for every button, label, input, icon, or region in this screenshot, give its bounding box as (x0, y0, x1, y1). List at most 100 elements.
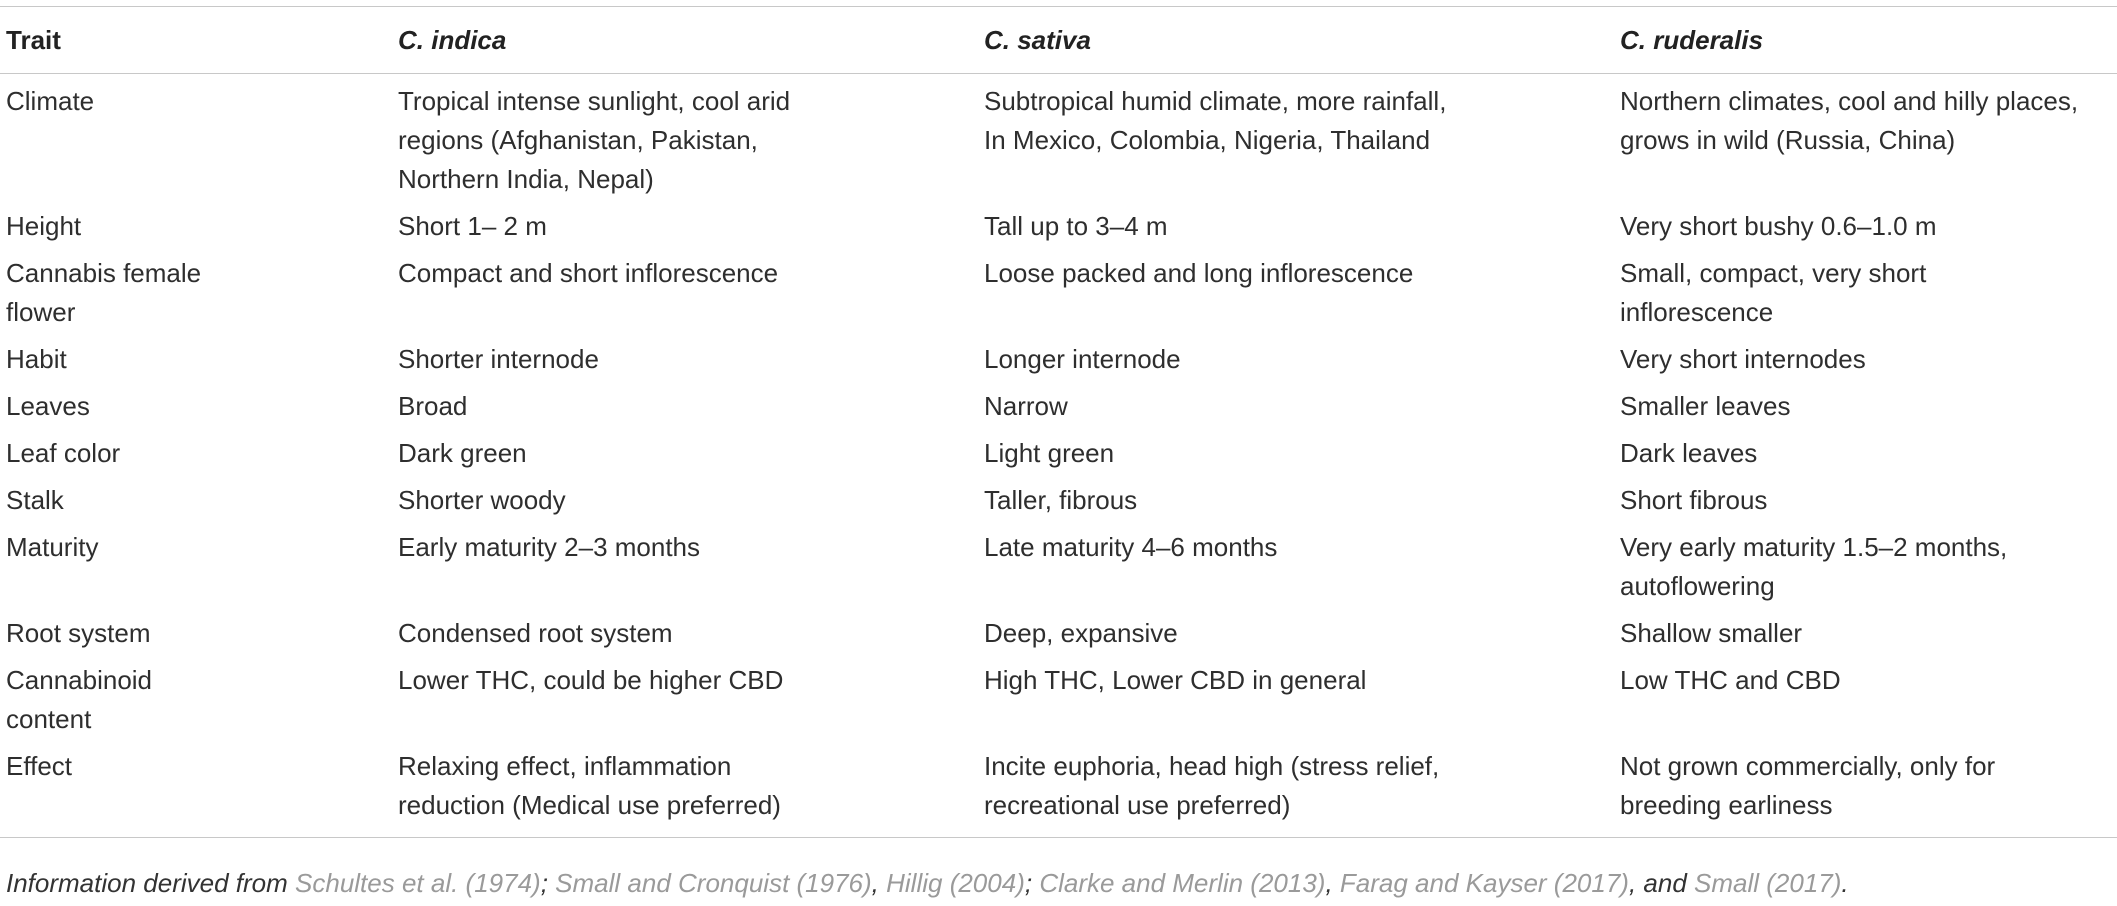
footnote-separator: , (871, 868, 887, 898)
cell-sativa: Loose packed and long inflorescence (978, 250, 1614, 336)
cell-line: Longer internode (984, 344, 1181, 374)
header-ruderalis: C. ruderalis (1620, 24, 1764, 55)
cell-sativa: Light green (978, 430, 1614, 477)
cell-line: Leaves (6, 391, 90, 421)
table-row: Climate Tropical intense sunlight, cool a… (0, 74, 2117, 204)
cell-indica: Compact and short inflorescence (392, 250, 978, 336)
cell-sativa: Incite euphoria, head high (stress relie… (978, 743, 1614, 838)
footnote-separator: ; (540, 868, 556, 898)
table-row: Habit Shorter internode Longer internode Ve… (0, 336, 2117, 383)
cell-line: content (6, 704, 92, 734)
cell-trait: Leaf color (0, 430, 392, 477)
cell-indica: Shorter woody (392, 477, 978, 524)
header-sativa: C. sativa (984, 24, 1091, 55)
cell-line: Narrow (984, 391, 1068, 421)
table-row: Height Short 1– 2 m Tall up to 3–4 m Very s… (0, 203, 2117, 250)
footnote-reference-link[interactable]: Small and Cronquist (1976) (555, 868, 872, 898)
cell-line: autoflowering (1620, 571, 1775, 601)
cell-trait: Height (0, 203, 392, 250)
header-trait: Trait (6, 24, 61, 55)
cell-line: Northern climates, cool and hilly places… (1620, 86, 2079, 116)
cell-line: Low THC and CBD (1620, 665, 1841, 695)
cell-line: Effect (6, 751, 73, 781)
cell-trait: Leaves (0, 383, 392, 430)
table-row: Cannabinoid content Lower THC, could be hi… (0, 657, 2117, 743)
cell-indica: Condensed root system (392, 610, 978, 657)
cell-ruderalis: Very early maturity 1.5–2 months, autoflo… (1614, 524, 2117, 610)
footnote-reference-link[interactable]: Farag and Kayser (2017) (1339, 868, 1629, 898)
cell-trait: Climate (0, 74, 392, 204)
cell-line: Very short bushy 0.6–1.0 m (1620, 211, 1937, 241)
cell-line: recreational use preferred) (984, 790, 1291, 820)
cell-line: Short fibrous (1620, 485, 1768, 515)
cell-line: Stalk (6, 485, 64, 515)
cell-line: Very early maturity 1.5–2 months, (1620, 532, 2008, 562)
cell-trait: Root system (0, 610, 392, 657)
footnote-separator: ; (1024, 868, 1040, 898)
cell-line: Loose packed and long inflorescence (984, 258, 1414, 288)
cell-line: Tall up to 3–4 m (984, 211, 1168, 241)
cell-sativa: Narrow (978, 383, 1614, 430)
cell-indica: Shorter internode (392, 336, 978, 383)
cell-sativa: Late maturity 4–6 months (978, 524, 1614, 610)
cell-line: Very short internodes (1620, 344, 1866, 374)
cell-ruderalis: Smaller leaves (1614, 383, 2117, 430)
cell-trait: Habit (0, 336, 392, 383)
table-row: Maturity Early maturity 2–3 months Late ma… (0, 524, 2117, 610)
table-row: Leaves Broad Narrow Smaller leaves (0, 383, 2117, 430)
cell-trait: Cannabis female flower (0, 250, 392, 336)
table-footnote: Information derived from Schultes et al.… (6, 868, 1849, 899)
cell-ruderalis: Low THC and CBD (1614, 657, 2117, 743)
cell-indica: Short 1– 2 m (392, 203, 978, 250)
cell-line: grows in wild (Russia, China) (1620, 125, 1956, 155)
cell-line: Leaf color (6, 438, 121, 468)
cell-line: Dark green (398, 438, 527, 468)
footnote-prefix: Information derived from (6, 868, 296, 898)
cell-line: Broad (398, 391, 468, 421)
cell-indica: Dark green (392, 430, 978, 477)
cell-line: Compact and short inflorescence (398, 258, 779, 288)
cell-line: Incite euphoria, head high (stress relie… (984, 751, 1440, 781)
footnote-separator: , (1325, 868, 1340, 898)
footnote-separator: , and (1628, 868, 1695, 898)
trait-comparison-table: Trait C. indica C. sativa C. ruderalis C… (0, 6, 2117, 838)
cell-ruderalis: Very short internodes (1614, 336, 2117, 383)
cell-sativa: Tall up to 3–4 m (978, 203, 1614, 250)
header-indica: C. indica (398, 24, 507, 55)
footnote-separator: . (1841, 868, 1849, 898)
cell-sativa: Subtropical humid climate, more rainfall… (978, 74, 1614, 204)
footnote-reference-link[interactable]: Hillig (2004) (886, 868, 1025, 898)
table-row: Stalk Shorter woody Taller, fibrous Short f… (0, 477, 2117, 524)
cell-line: Dark leaves (1620, 438, 1758, 468)
cell-ruderalis: Not grown commercially, only for breeding… (1614, 743, 2117, 838)
cell-line: Light green (984, 438, 1115, 468)
cell-indica: Lower THC, could be higher CBD (392, 657, 978, 743)
cell-line: Shallow smaller (1620, 618, 1803, 648)
trait-comparison-table-container: Trait C. indica C. sativa C. ruderalis C… (0, 6, 2117, 838)
footnote-reference-link[interactable]: Schultes et al. (1974) (295, 868, 541, 898)
cell-line: Maturity (6, 532, 99, 562)
cell-ruderalis: Very short bushy 0.6–1.0 m (1614, 203, 2117, 250)
cell-line: Northern India, Nepal) (398, 164, 654, 194)
table-row: Root system Condensed root system Deep, ex… (0, 610, 2117, 657)
table-row: Leaf color Dark green Light green Dark leav… (0, 430, 2117, 477)
cell-line: Cannabis female (6, 258, 202, 288)
cell-line: regions (Afghanistan, Pakistan, (398, 125, 758, 155)
cell-sativa: Deep, expansive (978, 610, 1614, 657)
cell-line: Shorter internode (398, 344, 599, 374)
cell-line: Root system (6, 618, 151, 648)
cell-trait: Cannabinoid content (0, 657, 392, 743)
footnote-reference-link[interactable]: Small (2017) (1694, 868, 1842, 898)
cell-sativa: Longer internode (978, 336, 1614, 383)
cell-line: Condensed root system (398, 618, 673, 648)
cell-line: Height (6, 211, 82, 241)
cell-line: inflorescence (1620, 297, 1774, 327)
table-row: Cannabis female flower Compact and short i… (0, 250, 2117, 336)
cell-trait: Effect (0, 743, 392, 838)
footnote-reference-link[interactable]: Clarke and Merlin (2013) (1039, 868, 1326, 898)
cell-sativa: High THC, Lower CBD in general (978, 657, 1614, 743)
cell-line: Smaller leaves (1620, 391, 1791, 421)
cell-line: Climate (6, 86, 95, 116)
cell-trait: Maturity (0, 524, 392, 610)
footnote-references: Schultes et al. (1974); Small and Cronqu… (295, 868, 1849, 898)
